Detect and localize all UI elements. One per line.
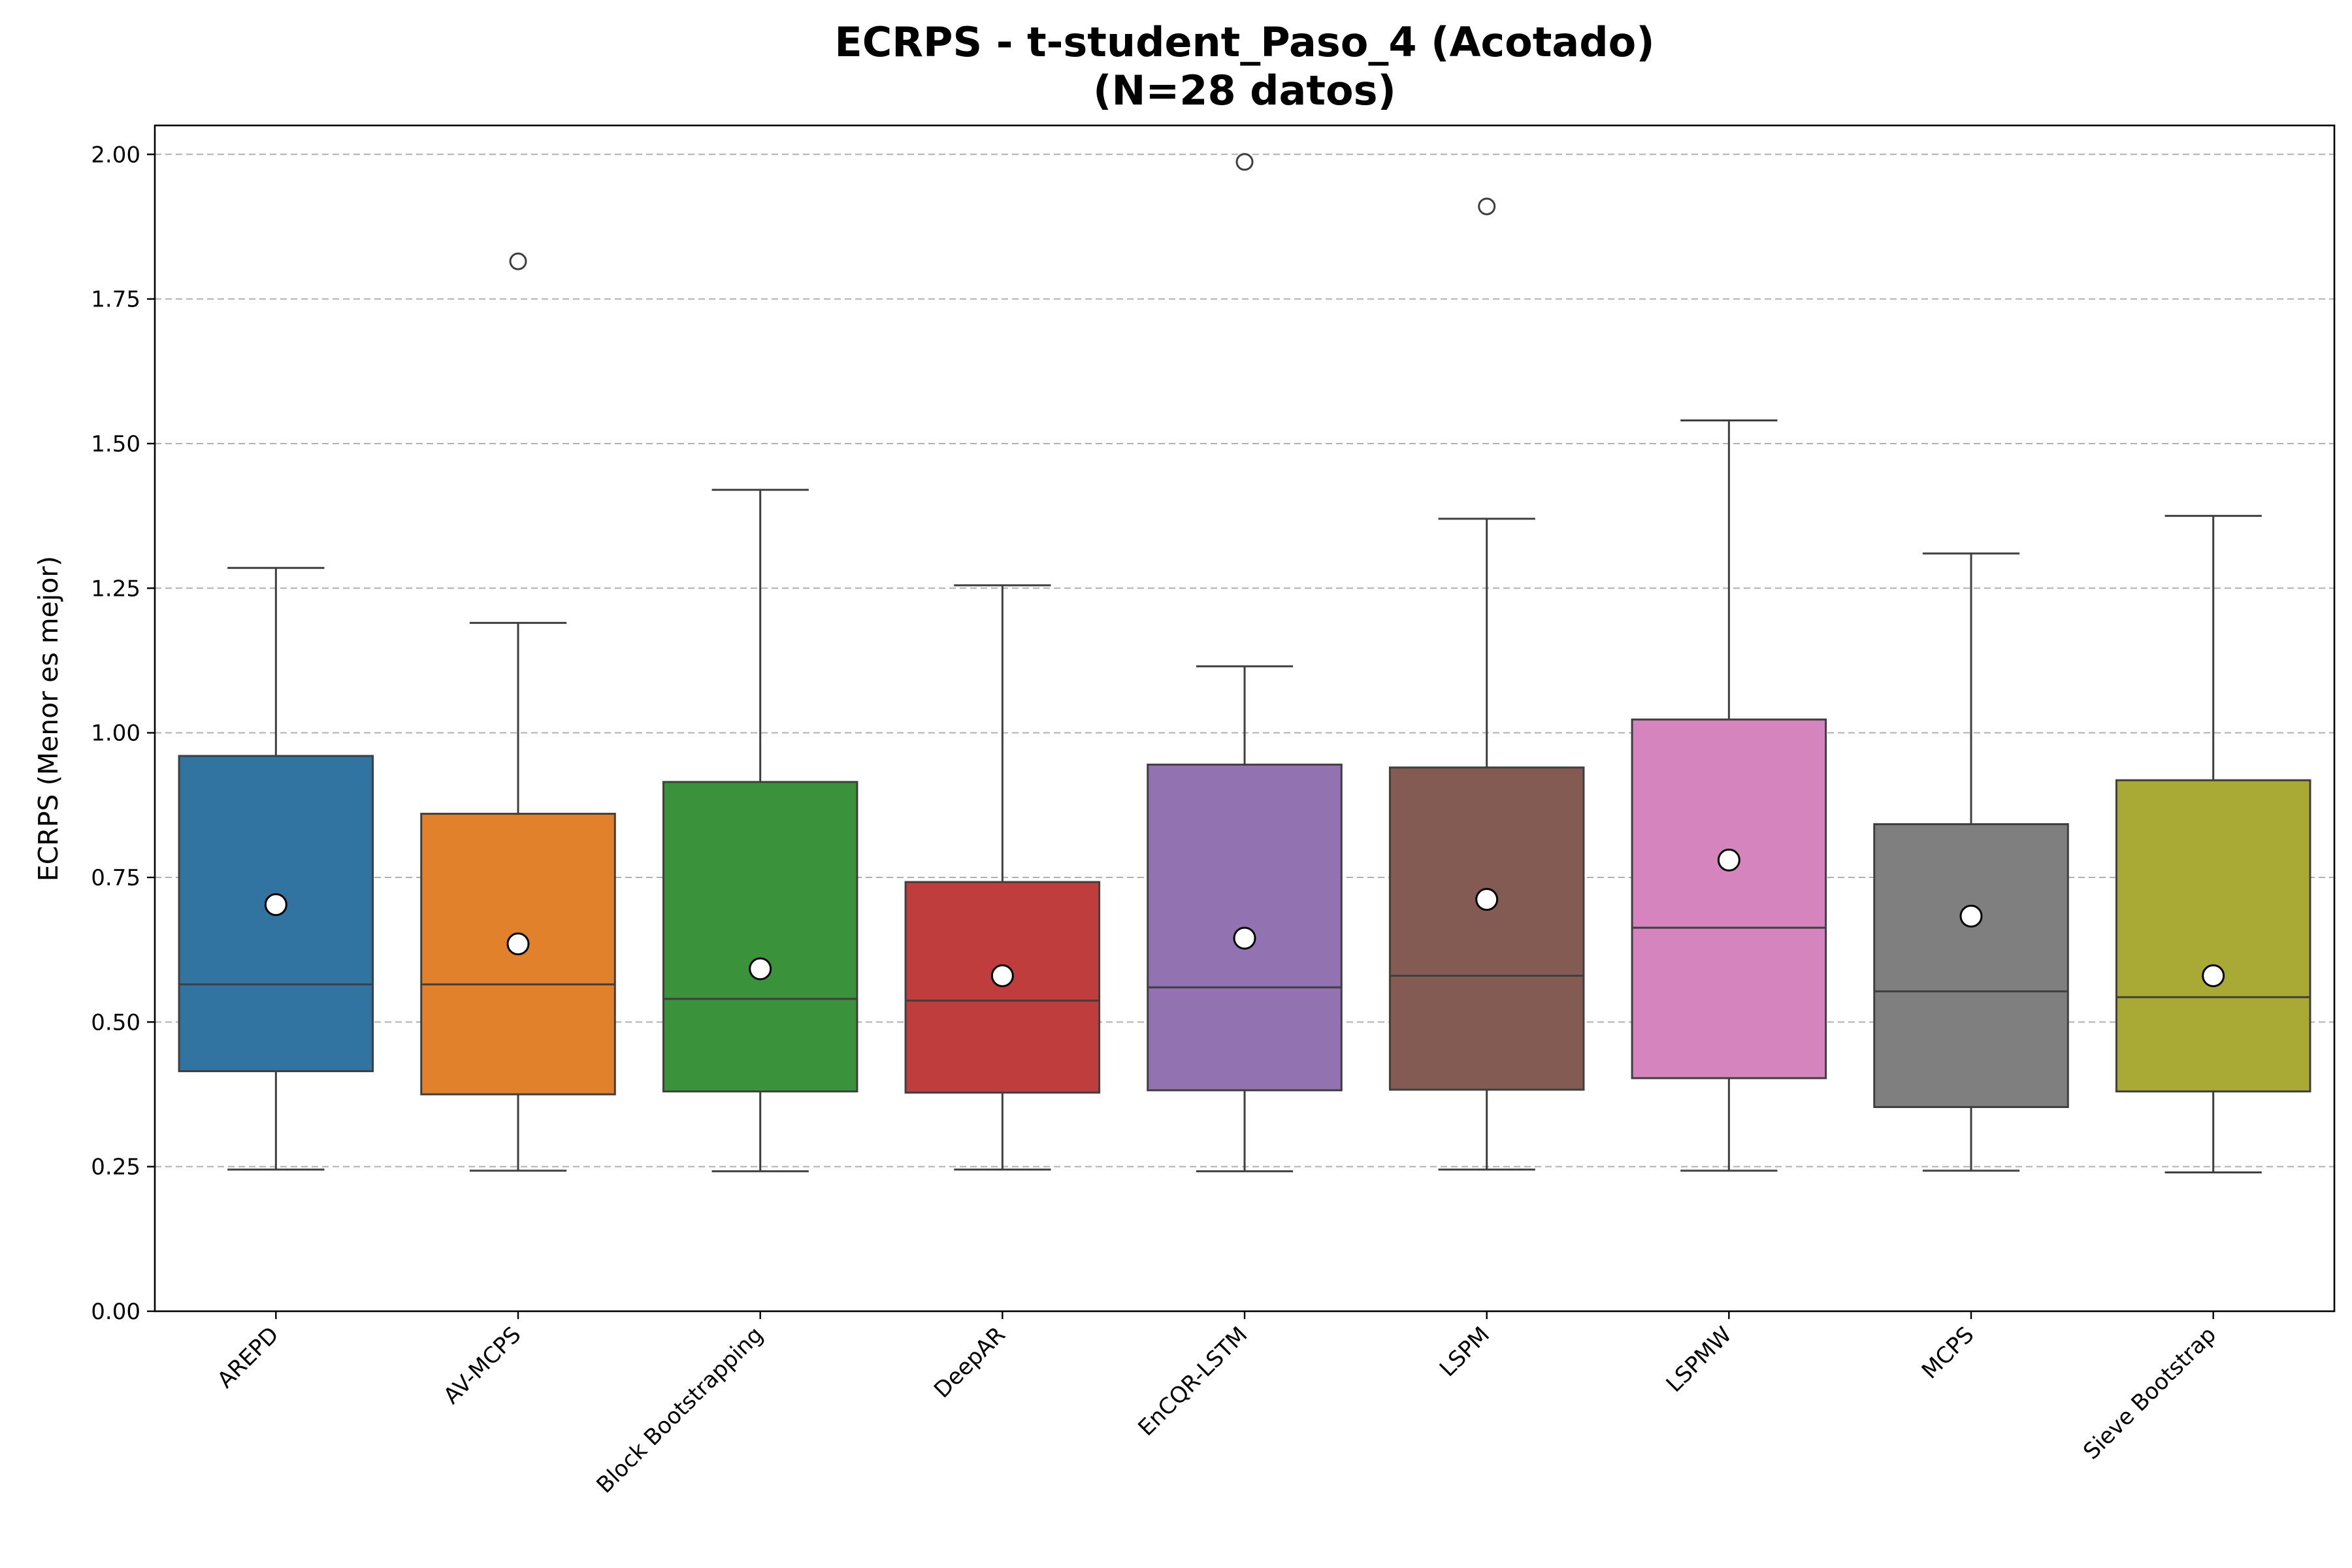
y-tick-label: 0.75 [91, 865, 140, 891]
y-tick-label: 0.25 [91, 1154, 140, 1181]
y-tick-label: 2.00 [91, 142, 140, 168]
mean-marker [990, 964, 1014, 987]
y-tick-label: 0.50 [91, 1009, 140, 1036]
iqr-box [2115, 779, 2311, 1093]
mean-marker [1959, 904, 1983, 928]
outlier-point [1235, 153, 1254, 171]
mean-marker [2202, 964, 2225, 987]
box-group-block-bootstrapping [662, 489, 858, 1173]
box-group-deepar [904, 584, 1101, 1171]
mean-marker [1717, 848, 1740, 872]
box-group-av-mcps [420, 252, 616, 1172]
y-tick-label: 1.50 [91, 431, 140, 457]
box-group-sieve-bootstrap [2115, 515, 2311, 1174]
outlier-point [1478, 197, 1496, 216]
chart-title: ECRPS - t-student_Paso_4 (Acotado) [834, 18, 1654, 66]
y-tick-label: 1.75 [91, 287, 140, 313]
y-tick-label: 1.25 [91, 576, 140, 602]
outlier-point [509, 252, 527, 270]
iqr-box [1631, 718, 1827, 1079]
y-tick-label: 0.00 [91, 1299, 140, 1325]
box-group-arepd [178, 566, 374, 1171]
mean-marker [749, 957, 772, 981]
chart-subtitle: (N=28 datos) [1093, 67, 1396, 114]
y-axis: 0.00 0.25 0.50 0.75 1.00 1.25 1.50 1.75 2.00 [91, 142, 155, 1325]
mean-marker [506, 932, 530, 956]
iqr-box [904, 881, 1101, 1094]
box-group-lspm [1388, 197, 1585, 1171]
box-group-lspmw [1631, 419, 1827, 1172]
box-plots [178, 153, 2311, 1174]
iqr-box [1388, 766, 1585, 1091]
box-group-mcps [1873, 552, 2069, 1172]
mean-marker [264, 893, 287, 917]
iqr-box [1873, 823, 2069, 1108]
box-group-encqr-lstm [1147, 153, 1343, 1173]
iqr-box [662, 781, 858, 1093]
mean-marker [1233, 926, 1256, 950]
mean-marker [1475, 888, 1499, 911]
y-tick-label: 1.00 [91, 721, 140, 747]
y-axis-label: ECRPS (Menor es mejor) [33, 556, 64, 881]
